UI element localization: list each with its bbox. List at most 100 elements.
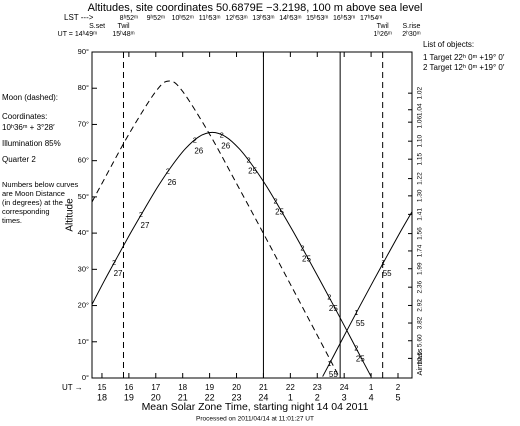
moon-distance: 26: [167, 178, 176, 187]
moon-distance: 27: [141, 221, 150, 230]
moon-note: corresponding: [2, 207, 50, 216]
lst-tick-label: 8ʰ52ᵐ: [120, 15, 138, 22]
moon-distance: 25: [275, 207, 284, 216]
x-tick-label: 21: [259, 383, 268, 392]
lst-tick-label: 17ʰ54ᵐ: [360, 15, 382, 22]
y2-tick-label: 1.41: [417, 208, 424, 221]
y2-tick-label: 1.22: [417, 172, 424, 185]
x-tick-label: 15: [98, 383, 107, 392]
moon-title: Moon (dashed):: [2, 93, 58, 102]
x-local-tick-label: 24: [258, 392, 268, 402]
object-marker: 2: [273, 196, 277, 205]
y-tick-label: 90°: [78, 47, 89, 56]
x-tick-label: 18: [178, 383, 187, 392]
object-marker: 1: [381, 258, 385, 267]
x-local-tick-label: 22: [205, 392, 215, 402]
y-axis-title: Altitude: [65, 198, 76, 232]
lst-tick-label: 15ʰ53ᵐ: [306, 15, 328, 22]
y2-tick-label: 1.10: [417, 134, 424, 147]
moon-distance: 55: [356, 319, 365, 328]
moon-distance: 25: [356, 355, 365, 364]
moon-coord-label: Coordinates:: [2, 112, 47, 121]
y2-tick-label: 1.30: [417, 189, 424, 202]
y2-tick-label: 1.06: [417, 115, 424, 128]
plot-frame: [91, 51, 413, 379]
x-tick-label: 19: [205, 383, 214, 392]
moon-distance: 26: [221, 142, 230, 151]
y-tick-label: 60°: [78, 156, 89, 165]
objects-title: List of objects:: [423, 40, 474, 49]
moon-note: Numbers below curves: [2, 180, 79, 189]
y-tick-label: 40°: [78, 228, 89, 237]
object-marker: 2: [220, 130, 224, 139]
x-tick-label: 17: [151, 383, 160, 392]
x-local-tick-label: 4: [369, 392, 374, 402]
y2-tick-label: 1.04: [417, 103, 424, 116]
moon-distance: 27: [114, 269, 123, 278]
x-local-tick-label: 20: [151, 392, 161, 402]
event-time: 1ʰ26ᵐ: [373, 31, 391, 38]
lst-label: LST --->: [64, 13, 94, 22]
y2-tick-label: 1.74: [417, 244, 424, 257]
object-marker: 2: [327, 293, 331, 302]
y-tick-label: 20°: [78, 301, 89, 310]
object-marker: 2: [300, 243, 304, 252]
event-label: S.set: [89, 23, 105, 30]
x-local-tick-label: 18: [97, 392, 107, 402]
lst-tick-label: 10ʰ52ᵐ: [172, 15, 194, 22]
x-local-tick-label: 19: [124, 392, 134, 402]
y2-tick-label: 1.02: [417, 86, 424, 99]
chart-title: Altitudes, site coordinates 50.6879E −3.…: [88, 2, 423, 14]
event-label: S.rise: [403, 23, 421, 30]
event-time: UT = 14ʰ49ᵐ: [58, 31, 97, 38]
object-marker: 2: [247, 156, 251, 165]
x-tick-label: 24: [340, 383, 349, 392]
y2-tick-label: 2.36: [417, 280, 424, 293]
x-local-tick-label: 1: [288, 392, 293, 402]
moon-distance: 55: [383, 269, 392, 278]
moon-quarter: Quarter 2: [2, 155, 36, 164]
event-label: Twil: [117, 23, 130, 30]
object-marker: 2: [112, 258, 116, 267]
moon-note: times.: [2, 216, 22, 225]
x-local-tick-label: 23: [232, 392, 242, 402]
ut-label: UT →: [62, 383, 83, 392]
object-marker: 2: [166, 167, 170, 176]
moon-distance: 25: [248, 167, 257, 176]
object-entry: 1 Target 22ʰ 0ᵐ +19° 0′: [423, 53, 505, 62]
event-time: 15ʰ48ᵐ: [112, 31, 134, 38]
moon-note: are Moon Distance: [2, 189, 65, 198]
x-local-tick-label: 3: [342, 392, 347, 402]
x-tick-label: 1: [369, 383, 374, 392]
moon-distance: 26: [194, 146, 203, 155]
footer: Processed on 2011/04/14 at 11:01:27 UT: [196, 416, 314, 423]
moon-distance: 25: [329, 304, 338, 313]
x-tick-label: 2: [396, 383, 401, 392]
y2-tick-label: 3.82: [417, 316, 424, 329]
lst-tick-label: 11ʰ53ᵐ: [199, 15, 221, 22]
moon-distance: 55: [329, 370, 338, 379]
lst-tick-label: 12ʰ53ᵐ: [225, 15, 247, 22]
x-tick-label: 23: [313, 383, 322, 392]
object-marker: 1: [327, 359, 331, 368]
y-tick-label: 50°: [78, 192, 89, 201]
y-tick-label: 10°: [78, 337, 89, 346]
y-tick-label: 80°: [78, 83, 89, 92]
lst-tick-label: 9ʰ52ᵐ: [147, 15, 165, 22]
lst-tick-label: 13ʰ53ᵐ: [252, 15, 274, 22]
y2-tick-label: 1.15: [417, 152, 424, 165]
x-tick-label: 16: [124, 383, 133, 392]
y2-tick-label: 1.56: [417, 227, 424, 240]
moon-illumination: Illumination 85%: [2, 139, 61, 148]
y2-tick-label: 10.6: [417, 352, 424, 365]
x-local-tick-label: 5: [395, 392, 400, 402]
event-label: Twil: [377, 23, 390, 30]
lst-tick-label: 16ʰ53ᵐ: [333, 15, 355, 22]
object-entry: 2 Target 12ʰ 0ᵐ +19° 0′: [423, 63, 505, 72]
x-tick-label: 22: [286, 383, 295, 392]
altitude-curve: [91, 131, 372, 377]
altitude-curve: [322, 211, 413, 377]
y2-tick-label: 1.99: [417, 262, 424, 275]
